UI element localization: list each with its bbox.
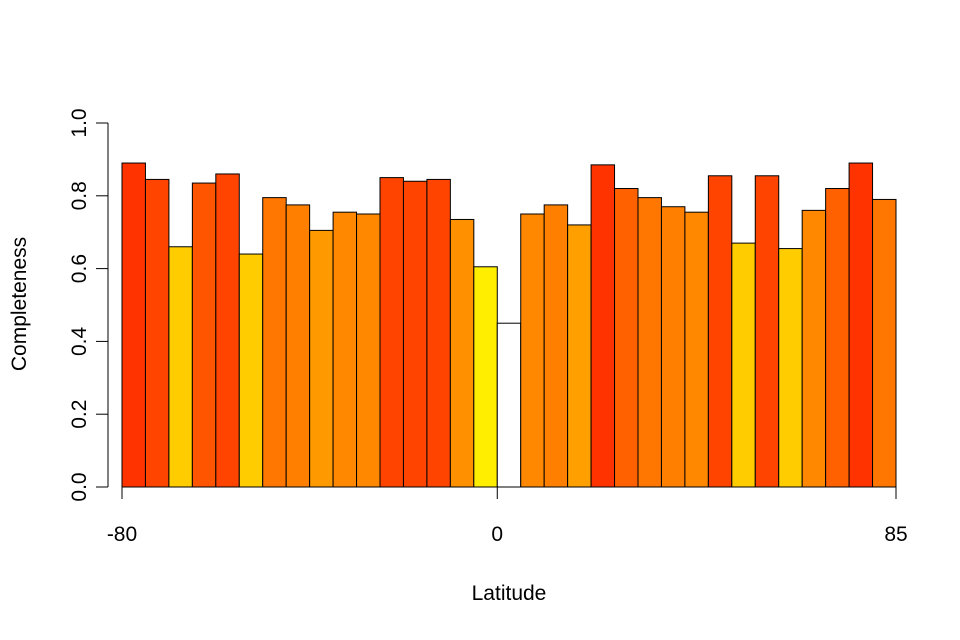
- bar-7: [285, 204, 311, 488]
- bar-6: [262, 197, 287, 488]
- bar-8: [309, 229, 334, 488]
- x-tick-label: 85: [884, 523, 907, 546]
- bar-4: [215, 173, 240, 488]
- bar-12: [402, 180, 428, 488]
- bar-30: [825, 188, 850, 488]
- bar-21: [614, 188, 639, 488]
- bar-3: [191, 182, 217, 488]
- y-tick-label: 0.6: [68, 254, 91, 283]
- bar-0: [121, 162, 146, 488]
- bar-26: [731, 242, 756, 488]
- bar-32: [872, 198, 897, 488]
- bar-31: [848, 162, 874, 488]
- y-tick-label: 0.8: [68, 181, 91, 210]
- bar-27: [754, 175, 780, 488]
- bar-24: [684, 211, 709, 488]
- bar-19: [567, 224, 592, 488]
- y-tick-label: 0.0: [68, 472, 91, 501]
- x-tick-label: -80: [107, 523, 137, 546]
- bars-group: [121, 162, 897, 488]
- x-axis-title: Latitude: [472, 582, 547, 605]
- bar-10: [356, 213, 381, 488]
- bar-15: [473, 266, 498, 488]
- y-tick-label: 0.2: [68, 400, 91, 429]
- x-tick-label: 0: [491, 523, 503, 546]
- bar-14: [449, 218, 475, 488]
- bar-28: [778, 248, 803, 488]
- y-tick-label: 1.0: [68, 108, 91, 137]
- bar-20: [590, 164, 616, 488]
- bar-16: [496, 322, 522, 488]
- bar-9: [332, 211, 358, 488]
- x-axis: -80 0 85: [107, 486, 908, 546]
- bar-1: [144, 178, 170, 488]
- y-axis-title: Completeness: [8, 237, 31, 371]
- bar-25: [707, 175, 733, 488]
- bar-18: [543, 204, 569, 488]
- bar-23: [660, 206, 686, 488]
- bar-17: [520, 213, 545, 488]
- bar-11: [379, 177, 404, 488]
- bar-13: [426, 178, 451, 488]
- y-axis: 0.0 0.2 0.4 0.6 0.8 1.0: [68, 108, 109, 502]
- bar-2: [168, 246, 193, 488]
- bar-22: [637, 197, 662, 488]
- bar-5: [238, 253, 264, 488]
- bar-29: [801, 209, 827, 488]
- y-tick-label: 0.4: [68, 326, 91, 356]
